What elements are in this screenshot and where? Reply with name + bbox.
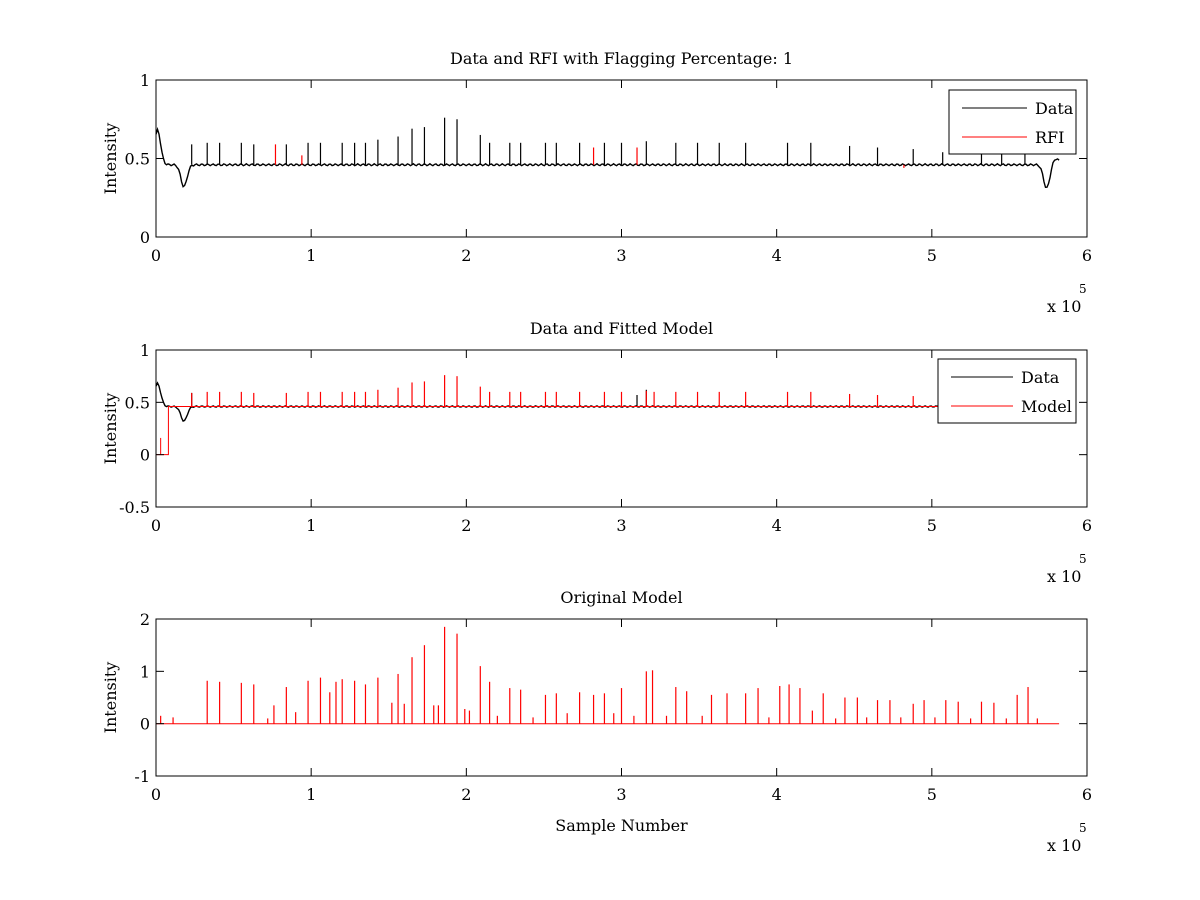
x-axis-label: Sample Number [555,816,688,835]
y-tick-label: 0 [140,446,150,465]
x-multiplier-exponent: 5 [1079,282,1087,296]
x-tick-label: 4 [772,785,782,804]
legend-label: Model [1021,397,1072,416]
x-tick-label: 5 [927,785,937,804]
series-baseline [155,126,1060,189]
y-axis-label: Intensity [101,123,120,195]
y-tick-label: 0 [140,715,150,734]
x-tick-label: 5 [927,246,937,265]
y-tick-label: 2 [140,610,150,629]
x-tick-label: 0 [151,785,161,804]
x-tick-label: 4 [772,246,782,265]
x-tick-label: 4 [772,516,782,535]
x-tick-label: 0 [151,246,161,265]
x-tick-label: 6 [1082,785,1092,804]
y-tick-label: 1 [140,71,150,90]
legend-label: RFI [1035,128,1064,147]
legend: Data RFI [948,89,1077,155]
legend-box [948,89,1077,155]
y-axis-label: Intensity [101,393,120,465]
y-tick-label: 0 [140,228,150,247]
x-multiplier-label: x 10 [1047,567,1081,586]
x-tick-label: 1 [306,516,316,535]
x-tick-label: 3 [616,246,626,265]
x-tick-label: 1 [306,246,316,265]
y-tick-label: -1 [134,767,150,786]
x-tick-label: 2 [461,246,471,265]
chart-title: Data and RFI with Flagging Percentage: 1 [450,49,793,68]
x-tick-label: 6 [1082,246,1092,265]
x-tick-label: 1 [306,785,316,804]
y-tick-label: 0.5 [125,393,150,412]
legend-box [937,358,1077,424]
x-tick-label: 2 [461,516,471,535]
y-tick-label: 1 [140,662,150,681]
y-tick-label: -0.5 [119,498,150,517]
x-multiplier-label: x 10 [1047,297,1081,316]
plot-area [155,349,1088,508]
chart-title: Data and Fitted Model [530,319,713,338]
x-tick-label: 5 [927,516,937,535]
legend: Data Model [937,358,1077,424]
y-tick-label: 0.5 [125,150,150,169]
chart-title: Original Model [560,588,682,607]
x-multiplier-exponent: 5 [1079,821,1087,835]
legend-label: Data [1035,99,1074,118]
y-tick-label: 1 [140,341,150,360]
x-tick-label: 3 [616,516,626,535]
x-tick-label: 2 [461,785,471,804]
x-tick-label: 3 [616,785,626,804]
x-tick-label: 0 [151,516,161,535]
x-multiplier-exponent: 5 [1079,552,1087,566]
legend-label: Data [1021,368,1060,387]
chart-1: 0 1 2 3 4 5 6 0 0.5 1 Data and RFI with Flagging P… [101,49,1092,316]
y-axis-label: Intensity [101,662,120,734]
x-multiplier-label: x 10 [1047,836,1081,855]
x-tick-label: 6 [1082,516,1092,535]
